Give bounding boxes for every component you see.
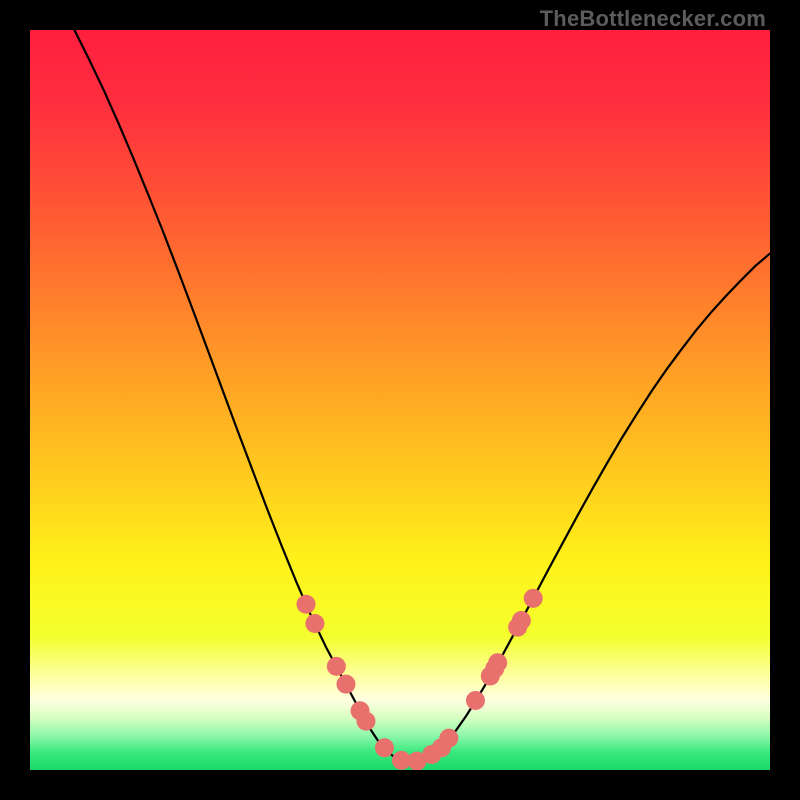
data-marker	[336, 675, 355, 694]
bottleneck-curve-chart	[30, 30, 770, 770]
data-marker	[524, 589, 543, 608]
data-marker	[356, 712, 375, 731]
data-marker	[297, 595, 316, 614]
data-marker	[439, 729, 458, 748]
data-marker	[488, 653, 507, 672]
data-marker	[327, 657, 346, 676]
plot-area	[30, 30, 770, 770]
data-marker	[305, 614, 324, 633]
data-marker	[512, 611, 531, 630]
chart-frame: TheBottlenecker.com	[0, 0, 800, 800]
watermark-text: TheBottlenecker.com	[540, 6, 766, 32]
data-marker	[466, 691, 485, 710]
data-marker	[375, 738, 394, 757]
gradient-background	[30, 30, 770, 770]
